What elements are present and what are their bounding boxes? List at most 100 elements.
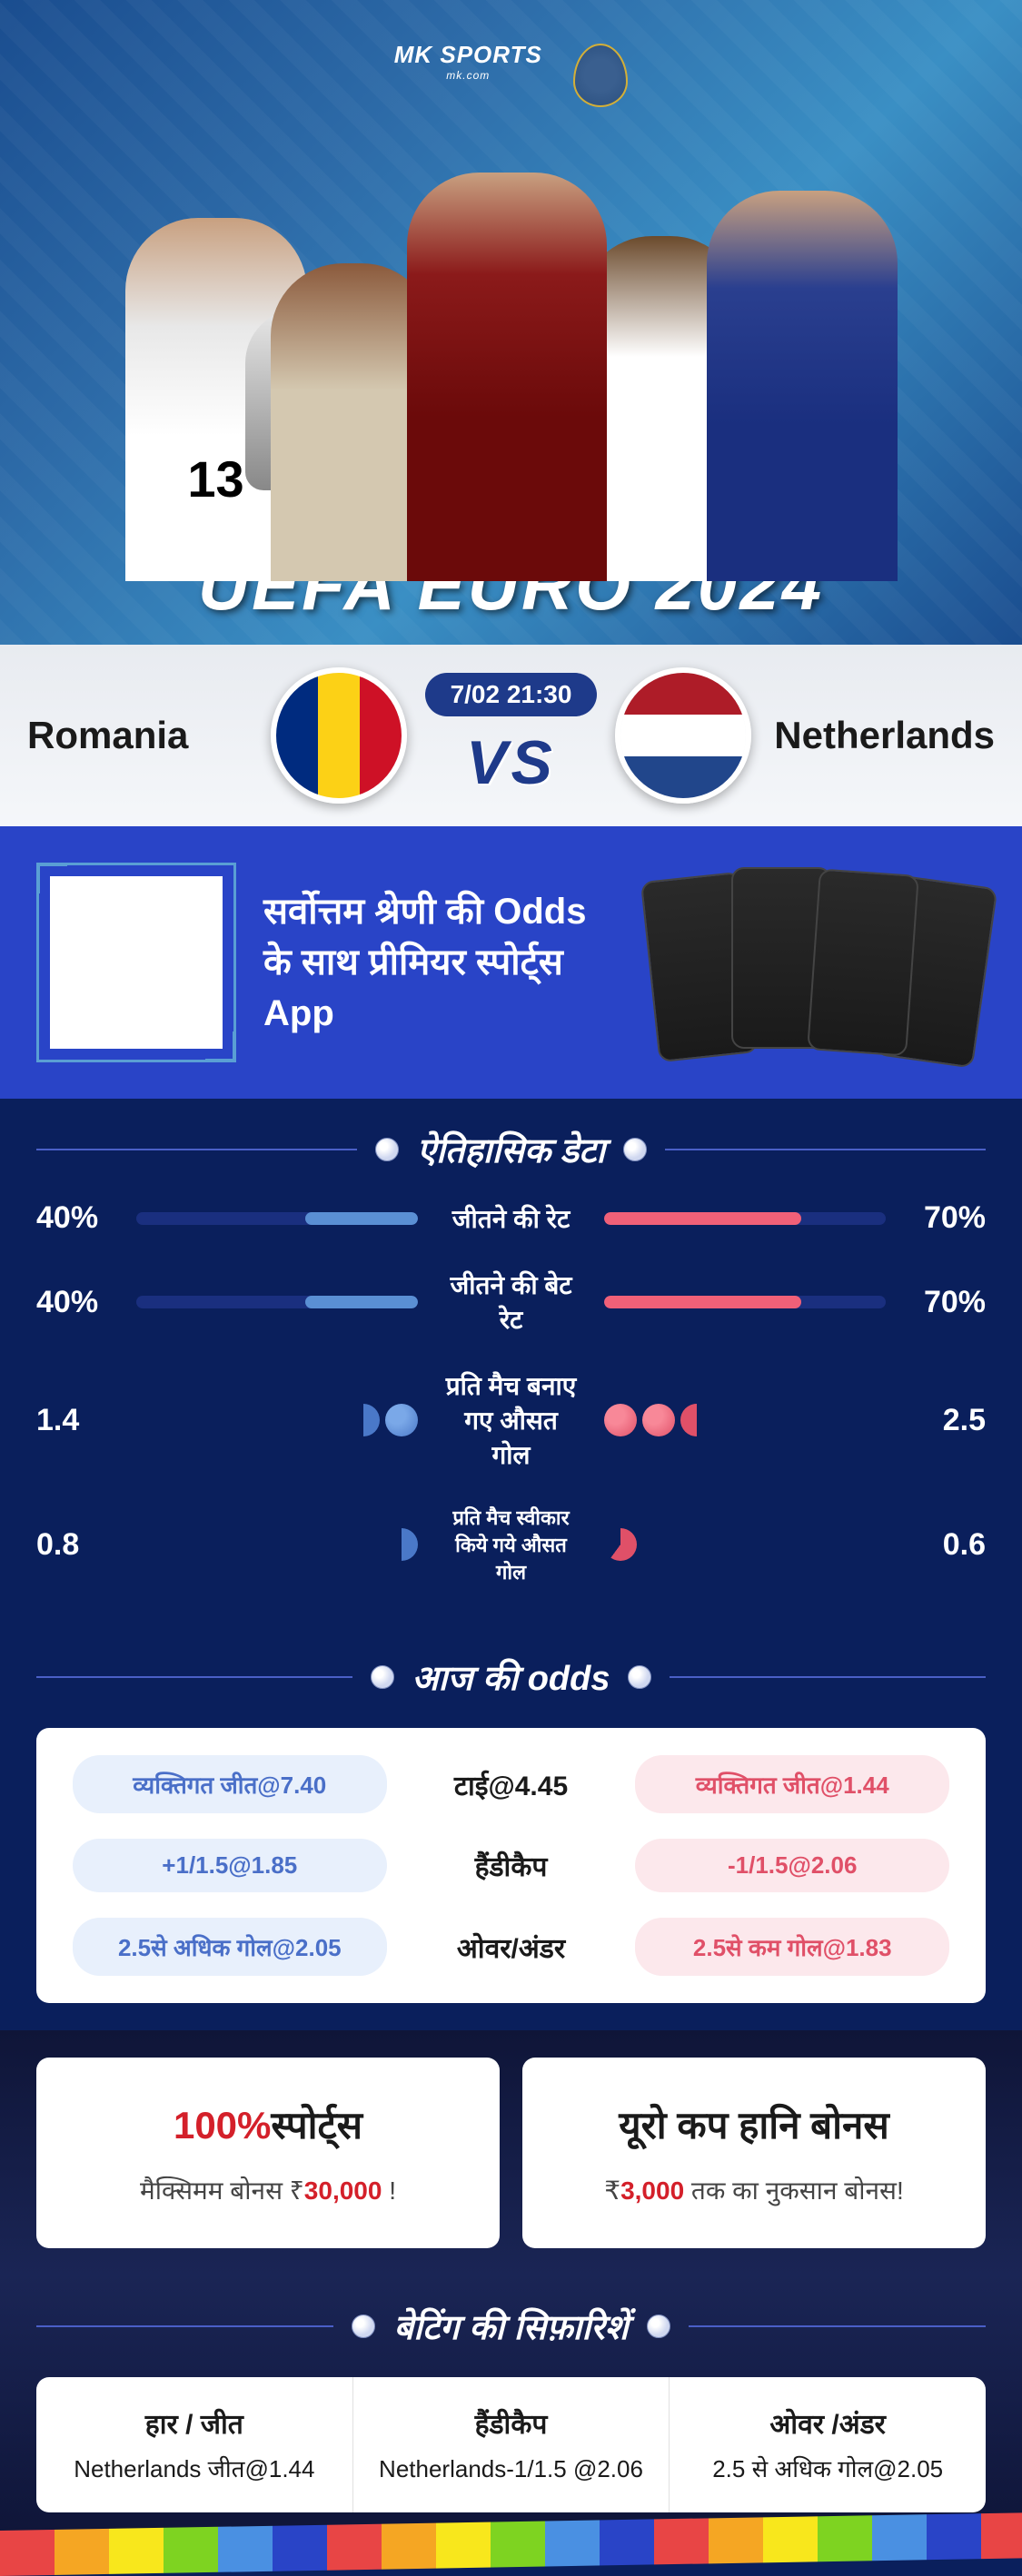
bonus-subtitle: ₹3,000 तक का नुकसान बोनस! [550, 2173, 958, 2207]
divider-line [665, 1149, 986, 1150]
historical-section: ऐतिहासिक डेटा 40% जीतने की रेट 70%40% जी… [0, 1099, 1022, 1644]
odds-pill-right[interactable]: -1/1.5@2.06 [635, 1839, 949, 1892]
divider-line [689, 2325, 986, 2327]
team2-name: Netherlands [751, 714, 995, 757]
stat-label: प्रति मैच स्वीकार किये गये औसत गोल [445, 1504, 577, 1585]
bar-left [136, 1296, 418, 1308]
odds-row: +1/1.5@1.85 हैंडीकैप -1/1.5@2.06 [73, 1839, 949, 1892]
bar-right [604, 1296, 886, 1308]
qr-frame[interactable] [36, 863, 236, 1062]
stat-label: प्रति मैच बनाए गए औसत गोल [445, 1368, 577, 1472]
bonus-title: 100%स्पोर्ट्स [64, 2098, 472, 2150]
divider-line [36, 2325, 333, 2327]
reco-section: बेटिंग की सिफ़ारिशें हार / जीत Netherlan… [0, 2275, 1022, 2540]
player-3 [407, 173, 607, 581]
stat-row: 40% जीतने की रेट 70% [36, 1200, 986, 1236]
reco-col[interactable]: ओवर /अंडर 2.5 से अधिक गोल@2.05 [670, 2377, 986, 2512]
odds-row: व्यक्तिगत जीत@7.40 टाई@4.45 व्यक्तिगत जी… [73, 1755, 949, 1813]
odds-pill-left[interactable]: +1/1.5@1.85 [73, 1839, 387, 1892]
ball-icon [604, 1404, 637, 1436]
odds-center-label: टाई@4.45 [414, 1766, 609, 1803]
match-datetime: 7/02 21:30 [425, 673, 598, 716]
reco-label: हार / जीत [55, 2404, 334, 2442]
soccer-ball-icon [623, 1138, 647, 1161]
reco-col[interactable]: हार / जीत Netherlands जीत@1.44 [36, 2377, 353, 2512]
vs-block: 7/02 21:30 VS [425, 673, 598, 798]
soccer-ball-icon [647, 2314, 670, 2338]
ball-half-icon [680, 1404, 713, 1436]
ball-partial-icon [604, 1528, 637, 1561]
odds-pill-left[interactable]: 2.5से अधिक गोल@2.05 [73, 1918, 387, 1976]
soccer-ball-icon [352, 2314, 375, 2338]
promo-phones [650, 867, 986, 1058]
balls-right [604, 1404, 886, 1436]
stat-label: जीतने की रेट [445, 1201, 577, 1236]
stat-row: 0.8 प्रति मैच स्वीकार किये गये औसत गोल 0… [36, 1504, 986, 1585]
odds-center-label: ओवर/अंडर [414, 1929, 609, 1966]
odds-pill-left[interactable]: व्यक्तिगत जीत@7.40 [73, 1755, 387, 1813]
stat-row: 40% जीतने की बेट रेट 70% [36, 1268, 986, 1337]
phone-icon [807, 868, 919, 1056]
qr-code-icon [50, 876, 223, 1049]
stat-val-left: 40% [36, 1285, 109, 1320]
odds-center-label: हैंडीकैप [414, 1847, 609, 1884]
logo-subtext: mk.com [394, 69, 542, 82]
bonus-card[interactable]: 100%स्पोर्ट्स मैक्सिमम बोनस ₹30,000 ! [36, 2058, 500, 2248]
section-title: ऐतिहासिक डेटा [417, 1126, 605, 1173]
stat-val-right: 0.6 [913, 1527, 986, 1563]
bonus-card[interactable]: यूरो कप हानि बोनस ₹3,000 तक का नुकसान बो… [522, 2058, 986, 2248]
odds-section: आज की odds व्यक्तिगत जीत@7.40 टाई@4.45 व… [0, 1644, 1022, 2030]
player-5 [707, 191, 898, 581]
promo-banner[interactable]: सर्वोत्तम श्रेणी की Odds के साथ प्रीमियर… [0, 826, 1022, 1099]
stat-val-right: 70% [913, 1285, 986, 1320]
stat-row: 1.4 प्रति मैच बनाए गए औसत गोल 2.5 [36, 1368, 986, 1472]
stat-val-right: 70% [913, 1200, 986, 1236]
ball-icon [385, 1404, 418, 1436]
stat-val-left: 1.4 [36, 1403, 109, 1438]
vs-label: VS [425, 727, 598, 798]
bonus-row: 100%स्पोर्ट्स मैक्सिमम बोनस ₹30,000 !यूर… [0, 2030, 1022, 2275]
matchup-bar: Romania 7/02 21:30 VS Netherlands [0, 645, 1022, 826]
section-header: बेटिंग की सिफ़ारिशें [36, 2303, 986, 2350]
balls-left [136, 1528, 418, 1561]
balls-left [136, 1404, 418, 1436]
soccer-ball-icon [375, 1138, 399, 1161]
logo-text: MK SPORTS [394, 41, 542, 68]
divider-line [36, 1676, 352, 1678]
stat-val-left: 40% [36, 1200, 109, 1236]
logo-mk: MK SPORTS mk.com [394, 41, 542, 82]
reco-box: हार / जीत Netherlands जीत@1.44हैंडीकैप N… [36, 2377, 986, 2512]
section-title: आज की odds [412, 1653, 610, 1701]
jersey-number: 13 [187, 449, 243, 508]
reco-label: ओवर /अंडर [688, 2404, 967, 2442]
players-row: 13 [0, 145, 1022, 581]
ball-half-icon [385, 1528, 418, 1561]
ball-half-icon [347, 1404, 380, 1436]
ball-icon [642, 1404, 675, 1436]
hero-banner: MK SPORTS mk.com 13 UEFA EURO 2024 [0, 0, 1022, 645]
section-header: ऐतिहासिक डेटा [36, 1126, 986, 1173]
divider-line [36, 1149, 357, 1150]
promo-text: सर्वोत्तम श्रेणी की Odds के साथ प्रीमियर… [263, 886, 622, 1039]
stat-val-left: 0.8 [36, 1527, 109, 1563]
crest-icon [573, 44, 628, 107]
reco-value: Netherlands जीत@1.44 [55, 2454, 334, 2485]
stat-val-right: 2.5 [913, 1403, 986, 1438]
odds-pill-right[interactable]: व्यक्तिगत जीत@1.44 [635, 1755, 949, 1813]
stat-label: जीतने की बेट रेट [445, 1268, 577, 1337]
reco-value: 2.5 से अधिक गोल@2.05 [688, 2454, 967, 2485]
odds-row: 2.5से अधिक गोल@2.05 ओवर/अंडर 2.5से कम गो… [73, 1918, 949, 1976]
balls-right [604, 1528, 886, 1561]
bonus-subtitle: मैक्सिमम बोनस ₹30,000 ! [64, 2173, 472, 2207]
bonus-title: यूरो कप हानि बोनस [550, 2098, 958, 2150]
soccer-ball-icon [371, 1665, 394, 1689]
team1-name: Romania [27, 714, 271, 757]
bar-left [136, 1212, 418, 1225]
soccer-ball-icon [628, 1665, 651, 1689]
reco-label: हैंडीकैप [372, 2404, 651, 2442]
odds-box: व्यक्तिगत जीत@7.40 टाई@4.45 व्यक्तिगत जी… [36, 1728, 986, 2003]
team1-flag [271, 667, 407, 804]
reco-col[interactable]: हैंडीकैप Netherlands-1/1.5 @2.06 [353, 2377, 670, 2512]
bar-right [604, 1212, 886, 1225]
odds-pill-right[interactable]: 2.5से कम गोल@1.83 [635, 1918, 949, 1976]
